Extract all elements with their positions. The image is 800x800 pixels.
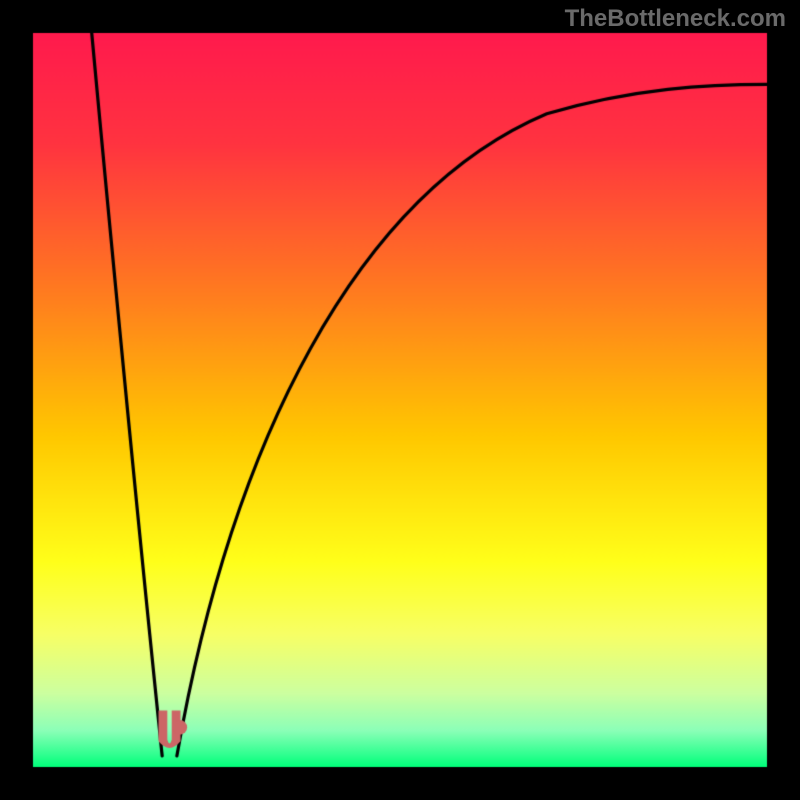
watermark-text: TheBottleneck.com [565, 5, 786, 33]
bottleneck-curve-chart [0, 0, 800, 800]
chart-stage: TheBottleneck.com [0, 0, 800, 800]
